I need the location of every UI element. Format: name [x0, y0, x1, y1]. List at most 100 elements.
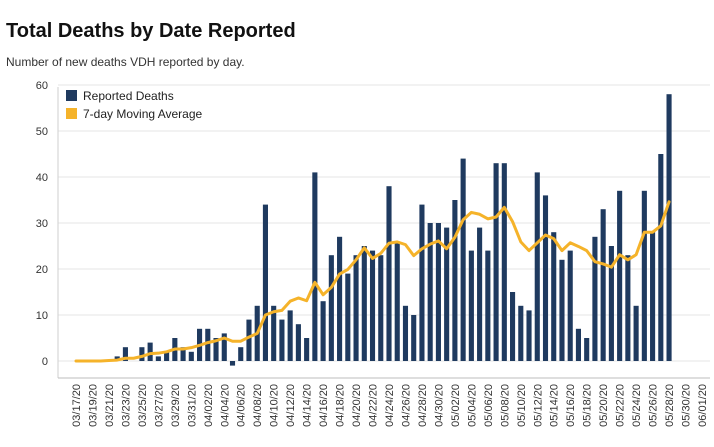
bar-reported-deaths: [650, 232, 656, 361]
bar-reported-deaths: [468, 250, 474, 361]
x-tick-label: 05/24/20: [631, 384, 643, 427]
x-tick-label: 03/31/20: [186, 384, 198, 427]
x-tick-label: 05/02/20: [450, 384, 462, 427]
bar-reported-deaths: [213, 338, 219, 361]
bar-reported-deaths: [633, 305, 639, 361]
legend-label-reported-deaths: Reported Deaths: [83, 89, 174, 103]
bar-reported-deaths: [551, 232, 557, 361]
bar-reported-deaths: [378, 255, 384, 361]
legend-label-moving-average: 7-day Moving Average: [83, 107, 203, 121]
y-tick-label: 40: [36, 172, 48, 184]
bar-reported-deaths: [229, 361, 236, 366]
bar-reported-deaths: [295, 324, 301, 361]
x-tick-label: 04/26/20: [400, 384, 412, 427]
bar-reported-deaths: [188, 351, 194, 361]
bar-reported-deaths: [625, 255, 631, 361]
bar-reported-deaths: [617, 190, 623, 361]
x-tick-label: 05/10/20: [516, 384, 528, 427]
line-layer: [74, 200, 671, 363]
x-tick-label: 04/12/20: [285, 384, 297, 427]
bar-reported-deaths: [386, 186, 392, 361]
chart-subtitle: Number of new deaths VDH reported by day…: [6, 55, 245, 69]
bar-reported-deaths: [567, 250, 573, 361]
bar-reported-deaths: [345, 273, 351, 361]
x-tick-label: 03/17/20: [71, 384, 83, 427]
x-tick-label: 03/25/20: [137, 384, 149, 427]
bar-reported-deaths: [542, 195, 549, 361]
x-tick-label: 04/14/20: [302, 384, 314, 427]
bar-reported-deaths: [600, 209, 606, 361]
bar-reported-deaths: [510, 292, 516, 361]
x-tick-label: 04/30/20: [433, 384, 445, 427]
x-tick-label: 04/22/20: [368, 384, 380, 427]
y-axis: 0 10 20 30 40 50 60: [36, 80, 48, 368]
x-tick-label: 04/16/20: [318, 384, 330, 427]
x-tick-label: 05/30/20: [681, 384, 693, 427]
y-tick-label: 0: [42, 356, 48, 368]
x-tick-label: 04/28/20: [417, 384, 429, 427]
x-tick-label: 05/22/20: [615, 384, 627, 427]
bar-reported-deaths: [271, 305, 277, 361]
x-tick-label: 05/16/20: [565, 384, 577, 427]
x-tick-label: 05/18/20: [582, 384, 594, 427]
bar-reported-deaths: [394, 241, 400, 361]
x-tick-label: 04/08/20: [252, 384, 264, 427]
bar-reported-deaths: [304, 338, 310, 361]
bar-reported-deaths: [180, 347, 186, 361]
x-tick-label: 04/20/20: [351, 384, 363, 427]
y-tick-label: 60: [36, 80, 48, 92]
legend-swatch-moving-average: [66, 108, 77, 119]
x-tick-label: 05/12/20: [532, 384, 544, 427]
x-tick-label: 04/04/20: [219, 384, 231, 427]
bar-reported-deaths: [575, 328, 581, 361]
x-tick-label: 06/01/20: [697, 384, 709, 427]
bar-reported-deaths: [411, 315, 417, 361]
x-tick-label: 05/28/20: [664, 384, 676, 427]
bar-reported-deaths: [419, 204, 425, 361]
bar-reported-deaths: [658, 154, 664, 361]
bar-reported-deaths: [427, 223, 433, 361]
bar-reported-deaths: [361, 246, 367, 361]
x-tick-label: 03/19/20: [87, 384, 99, 427]
bar-reported-deaths: [493, 163, 499, 361]
bar-reported-deaths: [221, 333, 227, 361]
bar-reported-deaths: [164, 351, 170, 361]
moving-average-line: [74, 200, 671, 363]
legend: Reported Deaths 7-day Moving Average: [66, 89, 203, 121]
bar-reported-deaths: [485, 250, 491, 361]
bar-reported-deaths: [584, 338, 590, 361]
x-tick-label: 05/26/20: [648, 384, 660, 427]
bar-reported-deaths: [139, 347, 145, 361]
bar-reported-deaths: [559, 259, 565, 361]
x-tick-label: 03/21/20: [104, 384, 116, 427]
bar-reported-deaths: [287, 310, 293, 361]
x-tick-label: 04/02/20: [203, 384, 215, 427]
y-tick-label: 30: [36, 218, 48, 230]
y-tick-label: 10: [36, 310, 48, 322]
bar-reported-deaths: [641, 190, 647, 361]
bar-reported-deaths: [246, 319, 252, 361]
bar-reported-deaths: [592, 236, 598, 361]
chart-title: Total Deaths by Date Reported: [6, 20, 296, 42]
bar-reported-deaths: [402, 305, 409, 361]
bar-reported-deaths: [279, 319, 285, 361]
x-tick-label: 04/06/20: [236, 384, 248, 427]
bar-reported-deaths: [262, 204, 268, 361]
bar-reported-deaths: [369, 250, 376, 361]
y-tick-label: 20: [36, 264, 48, 276]
x-tick-label: 05/14/20: [549, 384, 561, 427]
x-tick-label: 05/08/20: [499, 384, 511, 427]
x-tick-label: 05/20/20: [598, 384, 610, 427]
x-tick-label: 04/24/20: [384, 384, 396, 427]
bar-reported-deaths: [666, 94, 672, 361]
bar-reported-deaths: [205, 328, 211, 361]
bar-reported-deaths: [608, 246, 614, 361]
x-tick-label: 05/06/20: [483, 384, 495, 427]
y-tick-label: 50: [36, 126, 48, 138]
bar-reported-deaths: [147, 342, 153, 361]
x-tick-label: 03/29/20: [170, 384, 182, 427]
bar-reported-deaths: [435, 223, 441, 361]
x-tick-label: 04/10/20: [269, 384, 281, 427]
bar-reported-deaths: [353, 255, 359, 361]
